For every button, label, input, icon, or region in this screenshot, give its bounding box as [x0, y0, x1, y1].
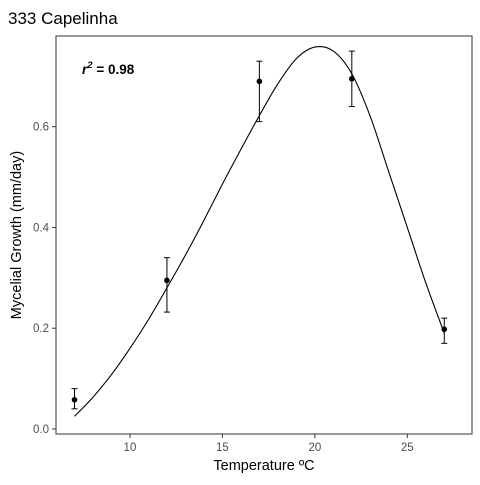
data-point — [441, 326, 448, 333]
r-squared-value: = 0.98 — [93, 62, 135, 77]
plot-panel-border — [55, 35, 473, 435]
x-axis-title: Temperature ºC — [213, 458, 314, 474]
r-symbol: r — [82, 62, 88, 77]
data-point — [71, 396, 78, 403]
x-tick-label: 20 — [308, 442, 321, 454]
error-bar — [163, 257, 170, 313]
r-superscript: 2 — [86, 60, 93, 71]
chart-title: 333 Capelinha — [8, 9, 118, 28]
x-tick-label: 10 — [124, 442, 137, 454]
y-tick-label: 0.0 — [33, 424, 49, 436]
plot-layer: 10 15 20 25 0.0 0.2 0.4 0.6 — [33, 46, 448, 454]
r-squared-annotation: r2 = 0.98 — [82, 60, 135, 77]
data-point — [164, 277, 170, 284]
y-tick-label: 0.4 — [33, 222, 50, 234]
data-point — [349, 76, 355, 82]
x-tick-label: 25 — [401, 442, 414, 454]
error-bar — [256, 60, 263, 123]
y-axis-title: Mycelial Growth (mm/day) — [9, 151, 25, 319]
y-tick-label: 0.2 — [33, 323, 49, 335]
x-tick-label: 15 — [216, 442, 229, 454]
y-tick-label: 0.6 — [33, 122, 49, 134]
data-point — [256, 78, 263, 85]
